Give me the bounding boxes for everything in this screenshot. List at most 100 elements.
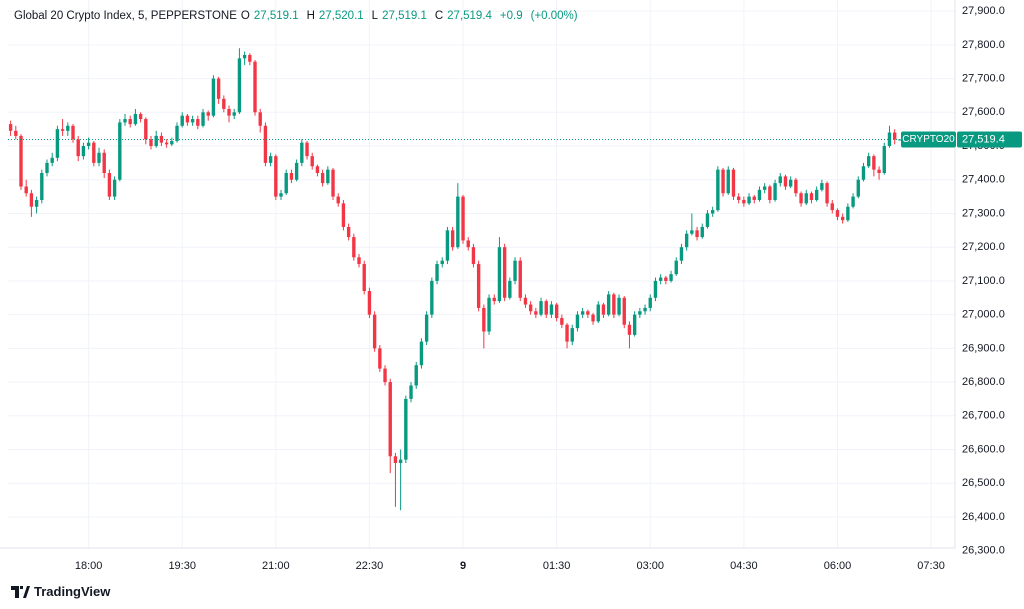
candle-body [352, 237, 356, 258]
candle-body [617, 297, 621, 315]
candle-body [232, 112, 236, 116]
ohlc-key: C [434, 10, 444, 22]
candle-body [835, 210, 840, 217]
y-tick-label: 26,600.0 [962, 443, 1005, 455]
candle-body [632, 314, 637, 335]
y-tick-label: 27,200.0 [962, 241, 1005, 253]
candle-body [794, 179, 798, 194]
candle-body [86, 142, 91, 147]
candle-body [861, 166, 866, 180]
candle-body [809, 193, 814, 200]
x-tick-label: 07:30 [917, 560, 945, 572]
candle-body [92, 142, 96, 163]
candle-body [487, 297, 491, 332]
candle-body [216, 78, 221, 99]
candle-body [227, 108, 231, 116]
candle-body [705, 213, 710, 227]
candle-body [554, 304, 559, 319]
candle-body [440, 260, 444, 265]
candle-body [367, 291, 372, 315]
candle-body [840, 216, 845, 221]
candle-body [726, 169, 730, 194]
candle-body [8, 124, 13, 131]
candle-body [81, 146, 86, 157]
candle-body [892, 132, 897, 140]
candle-body [305, 142, 309, 157]
candle-body [190, 119, 195, 123]
candle-body [825, 183, 829, 204]
candle-body [357, 257, 361, 265]
brand-logo [11, 585, 30, 598]
y-tick-label: 27,700.0 [962, 72, 1005, 84]
candle-body [206, 112, 210, 116]
candle-body [721, 169, 725, 194]
candle-body [783, 176, 788, 187]
price-label: 27,519.4 [962, 133, 1005, 145]
candle-body [19, 135, 23, 187]
symbol-label: CRYPTO20 [902, 134, 955, 145]
candle-body [138, 113, 143, 120]
candle-body [523, 297, 528, 305]
candle-body [872, 156, 876, 170]
candle-body [133, 113, 138, 125]
candle-body [638, 311, 642, 315]
candle-body [372, 314, 377, 349]
x-tick-label: 22:30 [356, 560, 384, 572]
candle-body [466, 240, 470, 248]
candle-body [274, 156, 278, 197]
candle-body [154, 135, 158, 147]
candle-body [24, 186, 28, 194]
candle-body [284, 172, 288, 194]
x-tick-label: 18:00 [75, 560, 103, 572]
candle-body [258, 112, 262, 126]
candle-body [492, 297, 496, 302]
candle-body [695, 230, 699, 238]
candle-body [118, 122, 122, 180]
candle-body [14, 130, 18, 136]
candle-body [237, 58, 242, 113]
y-tick-label: 27,600.0 [962, 106, 1005, 118]
candle-body [830, 203, 834, 211]
x-tick-label: 04:30 [730, 560, 758, 572]
candle-body [544, 301, 548, 315]
legend-header: Global 20 Crypto Index, 5, PEPPERSTONE O… [14, 10, 582, 22]
candle-body [409, 385, 413, 399]
candle-body [123, 119, 127, 123]
candle-body [591, 314, 595, 322]
candle-body [773, 183, 777, 200]
candle-body [482, 307, 486, 332]
candle-body [326, 169, 330, 184]
candle-body [518, 260, 522, 298]
candle-body [362, 264, 366, 292]
ohlc-value: 27,519.1 [253, 10, 299, 22]
candle-body [268, 156, 273, 163]
candle-body [747, 196, 751, 204]
candle-body [279, 193, 283, 197]
candle-body [710, 210, 715, 214]
candle-body [341, 203, 346, 227]
x-tick-label: 9 [460, 560, 466, 572]
ohlc-value: 27,519.4 [447, 10, 492, 22]
candle-body [450, 230, 455, 248]
candle-body [222, 98, 226, 109]
ohlc-key: O [240, 10, 250, 22]
candle-body [50, 157, 54, 163]
candle-body [788, 179, 793, 187]
candle-body [622, 297, 626, 325]
candle-body [393, 456, 398, 464]
candle-body [757, 189, 762, 200]
candle-body [539, 301, 543, 315]
candle-body [383, 368, 387, 383]
candle-body [752, 196, 756, 200]
y-tick-label: 27,800.0 [962, 39, 1005, 51]
ohlc-value: 27,520.1 [318, 10, 364, 22]
y-tick-label: 26,500.0 [962, 477, 1005, 489]
x-tick-label: 21:00 [262, 560, 290, 572]
candle-body [445, 230, 450, 261]
candle-body [175, 125, 179, 141]
candle-body [846, 206, 850, 221]
candle-body [430, 280, 434, 315]
brand[interactable]: TradingView [10, 584, 110, 599]
candle-body [310, 156, 314, 167]
x-tick-label: 03:00 [636, 560, 664, 572]
